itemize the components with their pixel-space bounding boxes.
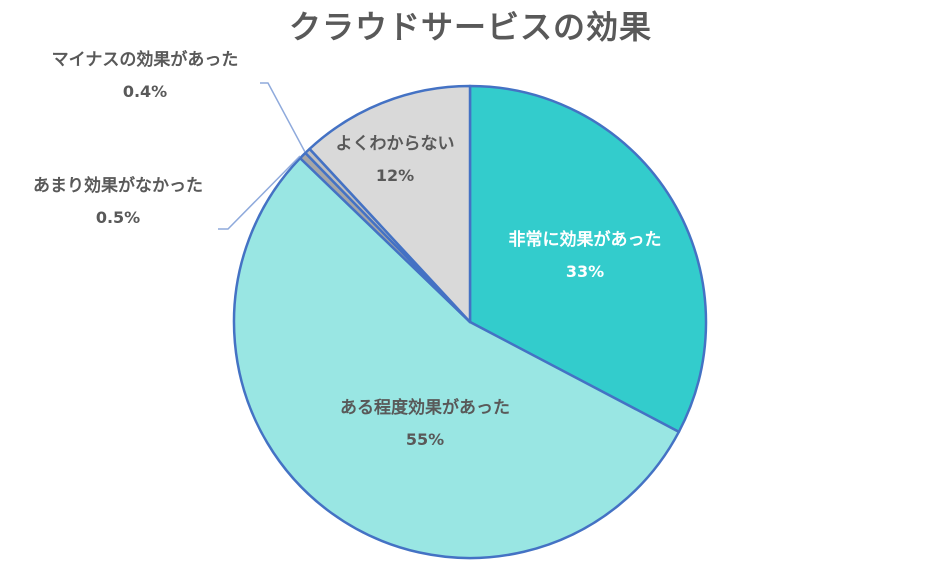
label-notmuch-name: あまり効果がなかった (33, 176, 203, 196)
label-notmuch-pct: 0.5% (95, 208, 141, 227)
leader-line (260, 82, 306, 153)
label-unknown-pct: 12% (375, 166, 415, 185)
label-somewhat-pct: 55% (405, 430, 445, 449)
pie-slice (232, 156, 681, 560)
label-negative-name: マイナスの効果があった (51, 50, 239, 70)
pie-slice (468, 84, 708, 434)
label-very-pct: 33% (565, 262, 605, 281)
chart-title: クラウドサービスの効果 (288, 8, 652, 46)
label-somewhat-effective: ある程度効果があった 55% (300, 392, 550, 456)
label-unknown: よくわからない 12% (300, 128, 490, 192)
label-negative-pct: 0.4% (122, 82, 168, 101)
label-very-name: 非常に効果があった (508, 230, 662, 250)
leader-line (218, 155, 301, 230)
label-not-much-effect: あまり効果がなかった 0.5% (0, 170, 236, 234)
pie-slice (308, 84, 472, 324)
label-negative-effect: マイナスの効果があった 0.4% (20, 44, 270, 108)
label-very-effective: 非常に効果があった 33% (470, 224, 700, 288)
label-somewhat-name: ある程度効果があった (340, 398, 510, 418)
label-unknown-name: よくわからない (335, 134, 455, 154)
